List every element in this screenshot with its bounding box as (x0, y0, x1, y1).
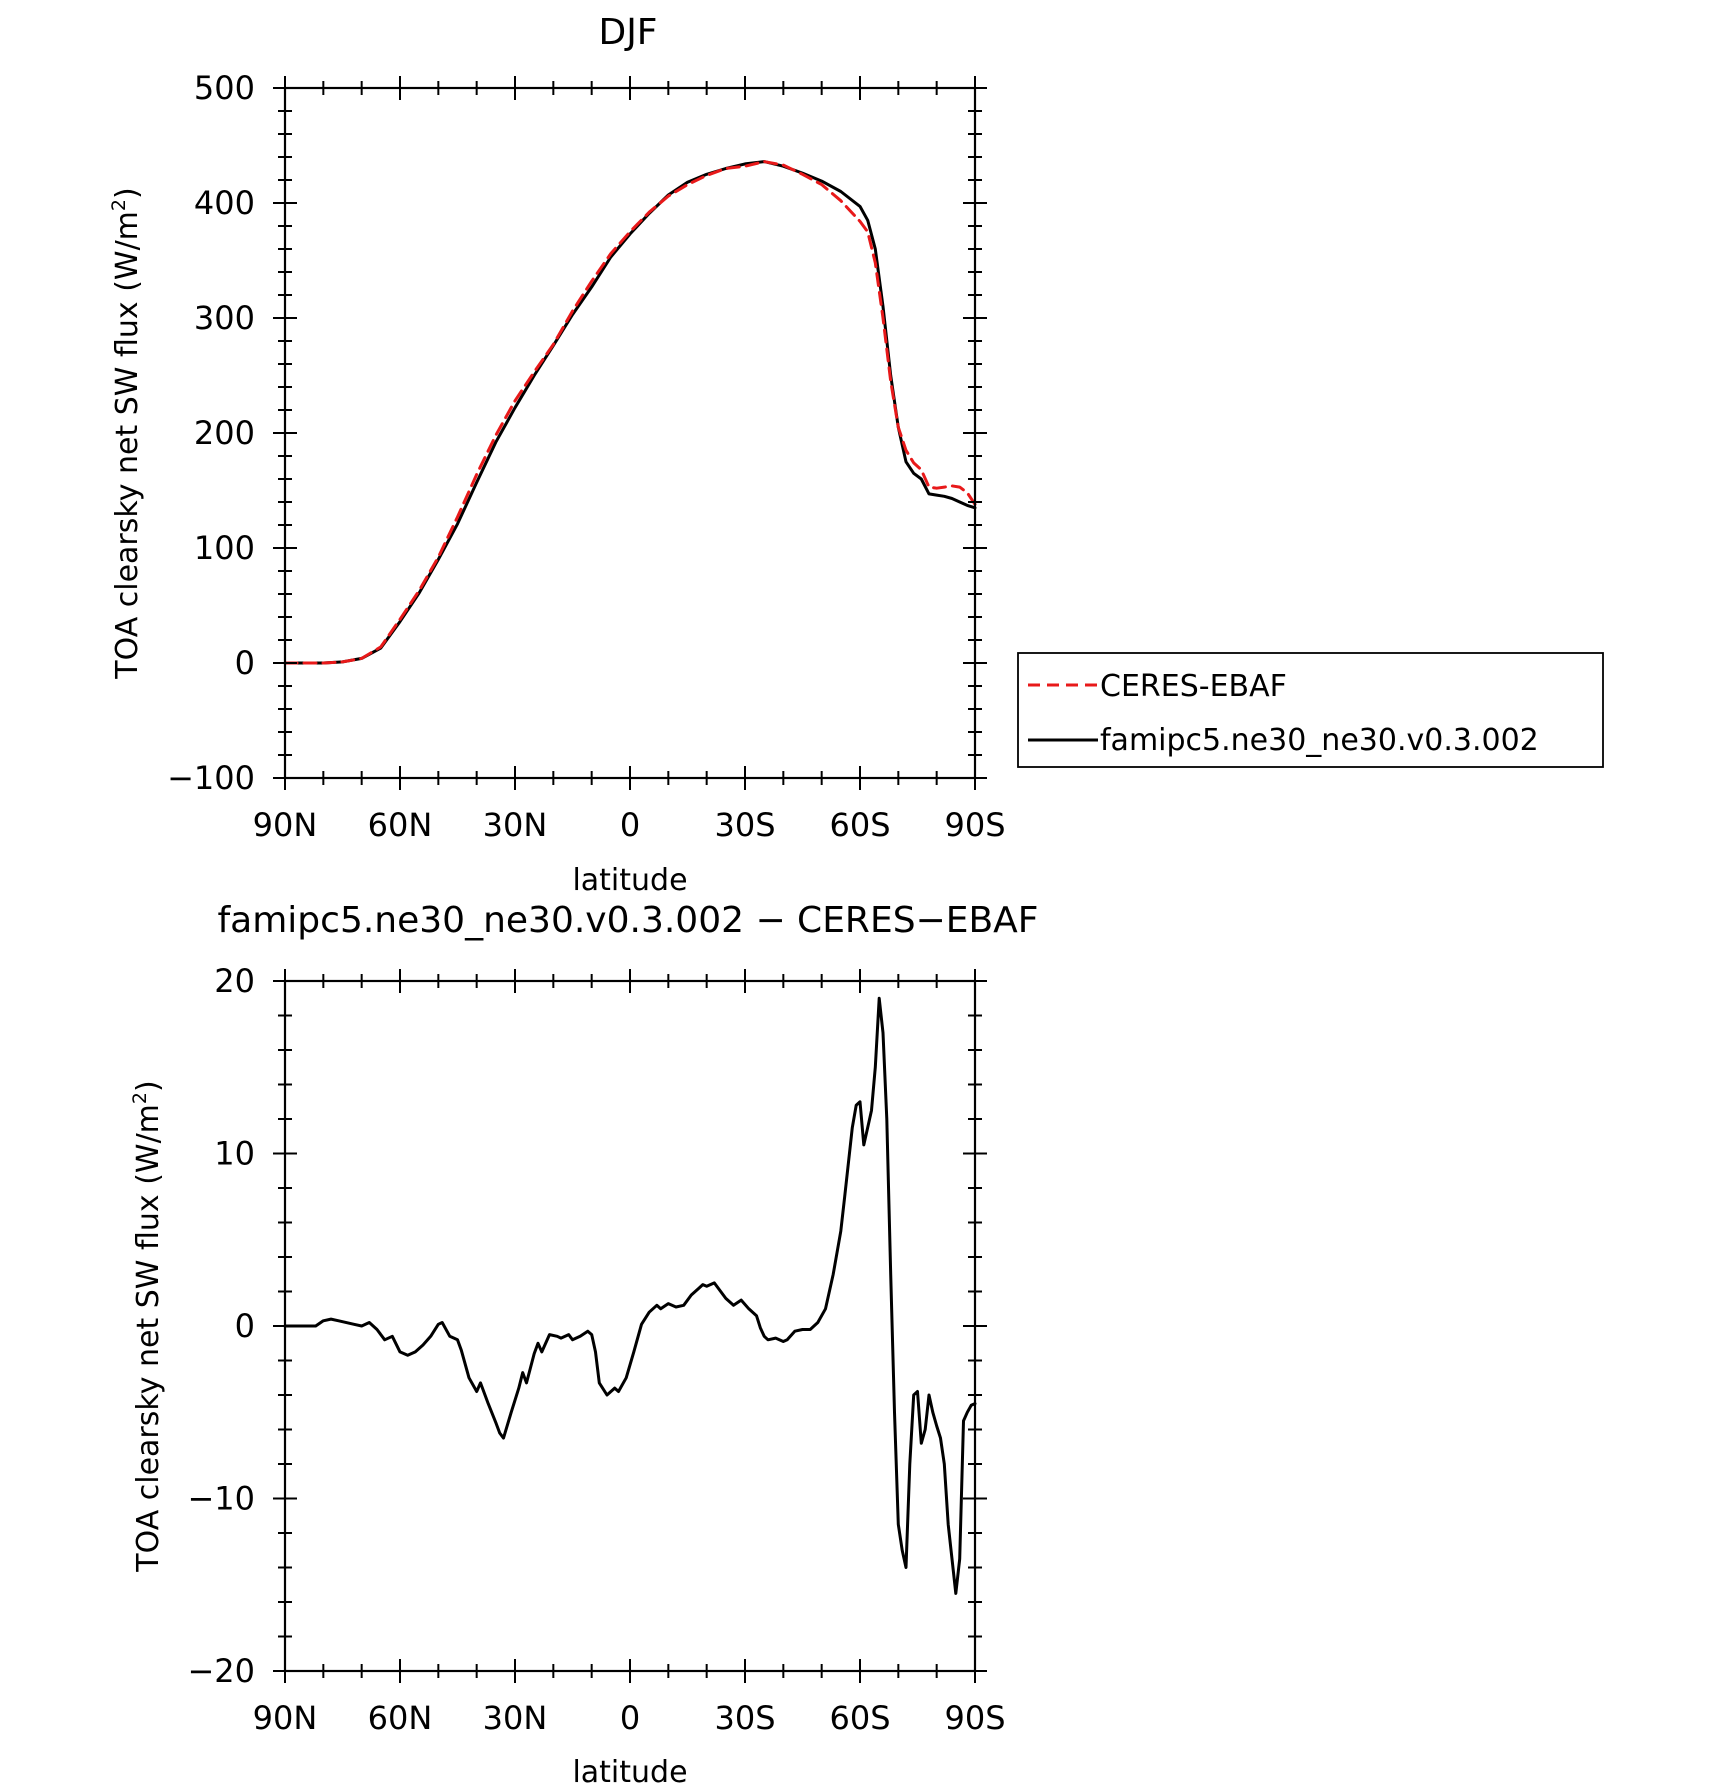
top-y-tick-label: 100 (194, 529, 255, 567)
bottom-x-tick-label: 30N (483, 1699, 548, 1737)
top-x-tick-label: 30N (483, 806, 548, 844)
top-x-tick-label: 60S (829, 806, 890, 844)
top-x-ticks: 90N 60N 30N 0 30S 60S 90S (253, 76, 1006, 844)
legend-label-famipc5: famipc5.ne30_ne30.v0.3.002 (1100, 723, 1539, 758)
bottom-x-tick-label: 0 (620, 1699, 640, 1737)
top-plot-frame (283, 86, 977, 780)
bottom-chart-title: famipc5.ne30_ne30.v0.3.002 − CERES−EBAF (218, 900, 1039, 941)
top-x-tick-label: 90S (944, 806, 1005, 844)
bottom-y-tick-label: 0 (235, 1307, 255, 1345)
top-y-tick-label: 500 (194, 69, 255, 107)
bottom-y-axis-label-base: TOA clearsky net SW flux (W/m (131, 1104, 166, 1573)
top-y-axis-label-end: ) (110, 187, 145, 199)
bottom-x-tick-label: 60S (829, 1699, 890, 1737)
top-y-ticks: −100 0 100 200 300 400 500 (167, 69, 987, 797)
bottom-y-axis-label-superscript: 2 (129, 1092, 151, 1104)
bottom-y-tick-label: 20 (214, 962, 255, 1000)
bottom-series-group (283, 996, 977, 1595)
top-x-tick-label: 0 (620, 806, 640, 844)
bottom-x-tick-label: 90S (944, 1699, 1005, 1737)
bottom-y-tick-label: −10 (187, 1480, 255, 1518)
top-y-tick-label: 200 (194, 414, 255, 452)
top-chart-title: DJF (598, 12, 657, 53)
bottom-series-line-famipc5-ne30-ne30-v0-3-002-ceres-ebaf (283, 996, 977, 1595)
top-legend: CERES-EBAF famipc5.ne30_ne30.v0.3.002 (1017, 652, 1604, 768)
bottom-y-axis-label: TOA clearsky net SW flux (W/m2) (129, 1080, 166, 1572)
bottom-panel: famipc5.ne30_ne30.v0.3.002 − CERES−EBAF … (129, 900, 1039, 1789)
top-y-tick-label: 400 (194, 184, 255, 222)
legend-box (1017, 652, 1604, 768)
top-x-tick-label: 60N (368, 806, 433, 844)
bottom-x-tick-label: 30S (714, 1699, 775, 1737)
top-y-axis-label-base: TOA clearsky net SW flux (W/m (110, 211, 145, 680)
bottom-x-axis-label: latitude (572, 1755, 687, 1789)
top-y-axis-label-superscript: 2 (108, 199, 130, 211)
bottom-x-ticks: 90N 60N 30N 0 30S 60S 90S (253, 969, 1006, 1737)
top-series-line-famipc5-ne30-ne30-v0-3-002 (283, 160, 977, 665)
bottom-x-tick-label: 60N (368, 1699, 433, 1737)
top-series-line-ceres-ebaf (283, 160, 977, 665)
legend-label-ceres: CERES-EBAF (1100, 669, 1287, 704)
top-x-tick-label: 30S (714, 806, 775, 844)
top-panel: DJF −100 0 100 200 300 400 500 90N 60N 30N 0 30S 60… (108, 12, 1604, 898)
top-x-axis-label: latitude (572, 863, 687, 898)
bottom-y-ticks: −20 −10 0 10 20 (187, 962, 987, 1690)
top-y-tick-label: 0 (235, 644, 255, 682)
bottom-y-axis-label-end: ) (131, 1080, 166, 1092)
top-x-tick-label: 90N (253, 806, 318, 844)
bottom-x-tick-label: 90N (253, 1699, 318, 1737)
top-y-tick-label: 300 (194, 299, 255, 337)
top-series-group (283, 160, 977, 665)
bottom-plot-frame (283, 979, 977, 1673)
bottom-y-tick-label: 10 (214, 1135, 255, 1173)
bottom-y-tick-label: −20 (187, 1652, 255, 1690)
top-y-axis-label: TOA clearsky net SW flux (W/m2) (108, 187, 145, 679)
top-y-tick-label: −100 (167, 759, 255, 797)
